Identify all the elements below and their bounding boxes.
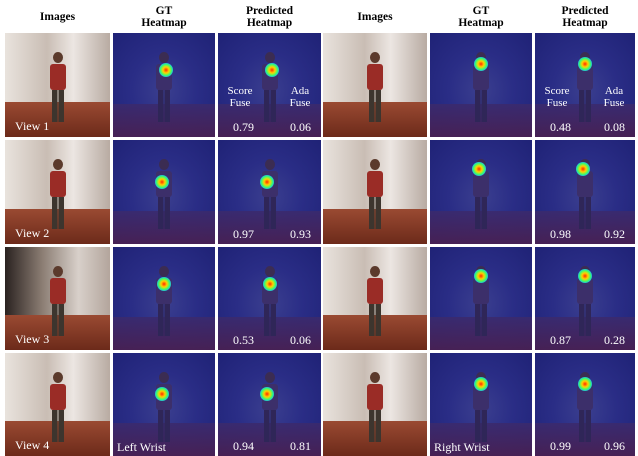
- ada-fuse-value: 0.92: [604, 227, 625, 241]
- person-figure: [261, 371, 278, 442]
- score-fuse-value: 0.87: [550, 333, 571, 347]
- view-label: View 1: [15, 119, 50, 133]
- person-figure: [261, 265, 278, 336]
- heatmap-peak: [154, 387, 169, 402]
- view-label: View 2: [15, 226, 50, 240]
- heatmap-peak: [474, 57, 488, 72]
- score-fuse-label: Score Fuse: [544, 85, 570, 109]
- image-left-view-4: View 4: [5, 353, 110, 456]
- image-right-view-3: [323, 247, 427, 350]
- image-right-view-4: [323, 353, 427, 456]
- person-figure: [367, 158, 383, 230]
- heatmap-peak: [576, 162, 590, 177]
- score-fuse-value: 0.98: [550, 227, 571, 241]
- score-fuse-value: 0.79: [233, 120, 254, 134]
- ada-fuse-value: 0.81: [290, 439, 311, 453]
- person-figure: [49, 371, 66, 442]
- heatmap-peak: [159, 63, 174, 78]
- image-left-view-1: View 1: [5, 33, 110, 137]
- view-label: View 3: [15, 332, 50, 346]
- heatmap-peak: [262, 277, 277, 292]
- person-figure: [367, 265, 383, 336]
- heatmap-peak: [264, 63, 279, 78]
- joint-label-left: Left Wrist: [117, 440, 166, 454]
- image-left-view-2: View 2: [5, 140, 110, 244]
- ada-fuse-value: 0.08: [604, 120, 625, 134]
- person-figure: [261, 158, 278, 230]
- ada-fuse-label: Ada Fuse: [603, 85, 625, 109]
- score-fuse-label: Score Fuse: [227, 85, 253, 109]
- person-figure: [156, 265, 172, 336]
- person-figure: [49, 158, 66, 230]
- predicted-heatmap-right-view-2: 0.98 0.92: [535, 140, 635, 244]
- ada-fuse-value: 0.06: [290, 120, 311, 134]
- view-label: View 4: [15, 438, 50, 452]
- heatmap-peak: [474, 376, 488, 391]
- person-figure: [367, 51, 383, 123]
- ada-fuse-value: 0.96: [604, 439, 625, 453]
- predicted-heatmap-left-view-4: 0.94 0.81: [218, 353, 321, 456]
- predicted-heatmap-right-view-1: Score Fuse Ada Fuse 0.48 0.08: [535, 33, 635, 137]
- person-figure: [49, 51, 66, 123]
- predicted-heatmap-right-view-4: 0.99 0.96: [535, 353, 635, 456]
- header-gt-heatmap-left: GT Heatmap: [141, 4, 187, 29]
- gt-heatmap-left-view-1: [113, 33, 215, 137]
- gt-heatmap-left-view-4: Left Wrist: [113, 353, 215, 456]
- ada-fuse-value: 0.06: [290, 333, 311, 347]
- heatmap-peak: [157, 277, 171, 292]
- predicted-heatmap-right-view-3: 0.87 0.28: [535, 247, 635, 350]
- heatmap-peak: [474, 268, 488, 283]
- heatmap-peak: [154, 174, 169, 189]
- header-predicted-heatmap-left: Predicted Heatmap: [245, 4, 294, 29]
- image-right-view-2: [323, 140, 427, 244]
- header-predicted-heatmap-right: Predicted Heatmap: [561, 4, 609, 29]
- person-figure: [261, 51, 278, 123]
- heatmap-peak: [260, 174, 275, 189]
- gt-heatmap-left-view-2: [113, 140, 215, 244]
- predicted-heatmap-left-view-1: Score Fuse Ada Fuse 0.79 0.06: [218, 33, 321, 137]
- ada-fuse-label: Ada Fuse: [289, 85, 311, 109]
- predicted-heatmap-left-view-2: 0.97 0.93: [218, 140, 321, 244]
- score-fuse-value: 0.97: [233, 227, 254, 241]
- ada-fuse-value: 0.93: [290, 227, 311, 241]
- predicted-heatmap-left-view-3: 0.53 0.06: [218, 247, 321, 350]
- header-images-left: Images: [39, 10, 76, 23]
- person-figure: [156, 371, 172, 442]
- header-gt-heatmap-right: GT Heatmap: [458, 4, 504, 29]
- gt-heatmap-right-view-2: [430, 140, 532, 244]
- score-fuse-value: 0.48: [550, 120, 571, 134]
- gt-heatmap-right-view-3: [430, 247, 532, 350]
- gt-heatmap-left-view-3: [113, 247, 215, 350]
- header-images-right: Images: [357, 10, 393, 23]
- person-figure: [156, 51, 172, 123]
- heatmap-peak: [578, 376, 592, 391]
- gt-heatmap-right-view-4: Right Wrist: [430, 353, 532, 456]
- heatmap-peak: [471, 162, 486, 177]
- score-fuse-value: 0.94: [233, 439, 254, 453]
- heatmap-peak: [578, 57, 592, 72]
- gt-heatmap-right-view-1: [430, 33, 532, 137]
- person-figure: [156, 158, 172, 230]
- ada-fuse-value: 0.28: [604, 333, 625, 347]
- image-left-view-3: View 3: [5, 247, 110, 350]
- person-figure: [49, 265, 66, 336]
- heatmap-peak: [578, 268, 592, 283]
- score-fuse-value: 0.99: [550, 439, 571, 453]
- score-fuse-value: 0.53: [233, 333, 254, 347]
- joint-label-right: Right Wrist: [434, 440, 490, 454]
- image-right-view-1: [323, 33, 427, 137]
- heatmap-peak: [260, 387, 275, 402]
- person-figure: [367, 371, 383, 442]
